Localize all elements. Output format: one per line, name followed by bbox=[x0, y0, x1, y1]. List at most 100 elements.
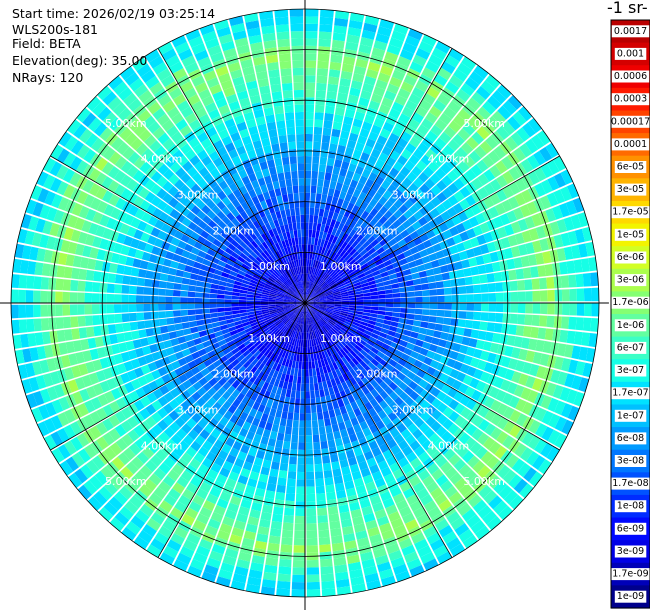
ppi-gate bbox=[270, 196, 278, 206]
ppi-gate bbox=[287, 134, 296, 143]
ppi-gate bbox=[251, 324, 260, 330]
ppi-gate bbox=[252, 140, 263, 150]
ppi-gate bbox=[379, 390, 389, 400]
ppi-gate bbox=[391, 367, 401, 377]
ppi-gate bbox=[296, 339, 300, 347]
ppi-gate bbox=[328, 150, 337, 159]
ppi-gate bbox=[338, 231, 345, 240]
ppi-gate bbox=[224, 307, 232, 312]
ppi-gate bbox=[161, 332, 171, 341]
ppi-gate bbox=[191, 267, 200, 275]
ppi-gate bbox=[184, 62, 199, 74]
ppi-gate bbox=[72, 255, 82, 268]
ppi-gate bbox=[537, 327, 547, 340]
ppi-gate bbox=[216, 210, 226, 220]
ppi-gate bbox=[266, 279, 275, 285]
ppi-gate bbox=[285, 493, 295, 502]
ppi-gate bbox=[282, 263, 289, 272]
ppi-gate bbox=[360, 551, 374, 562]
ppi-gate bbox=[534, 439, 547, 454]
ppi-gate bbox=[571, 345, 581, 360]
ppi-gate bbox=[143, 312, 152, 320]
ppi-gate bbox=[566, 183, 579, 199]
ppi-gate bbox=[310, 294, 318, 299]
ppi-gate bbox=[376, 351, 386, 359]
ppi-gate bbox=[267, 415, 275, 424]
ppi-gate bbox=[82, 179, 95, 193]
ppi-gate bbox=[379, 128, 391, 139]
ppi-gate bbox=[496, 431, 509, 445]
ppi-gate bbox=[297, 274, 301, 282]
ppi-gate bbox=[480, 350, 490, 361]
ppi-gate bbox=[212, 391, 222, 402]
ppi-gate bbox=[432, 353, 443, 362]
ppi-gate bbox=[326, 241, 332, 250]
ppi-gate bbox=[480, 312, 489, 322]
colorbar-tick-box bbox=[614, 455, 647, 467]
ppi-gate bbox=[283, 247, 289, 255]
ppi-gate bbox=[368, 172, 378, 182]
range-ring-label: 4.00km bbox=[141, 439, 183, 452]
ppi-gate bbox=[531, 278, 540, 290]
ppi-gate bbox=[400, 244, 410, 253]
ppi-gate bbox=[213, 346, 223, 355]
ppi-gate bbox=[107, 324, 117, 334]
ppi-gate bbox=[433, 330, 442, 339]
ppi-gate bbox=[356, 363, 364, 372]
ppi-gate bbox=[458, 483, 473, 497]
ppi-gate bbox=[477, 465, 491, 479]
ppi-gate bbox=[184, 149, 197, 161]
ppi-gate bbox=[328, 513, 340, 523]
ppi-gate bbox=[223, 372, 233, 381]
ppi-gate bbox=[377, 185, 387, 196]
ppi-gate bbox=[367, 155, 378, 165]
ppi-gate bbox=[517, 280, 526, 291]
ppi-gate bbox=[314, 285, 320, 292]
ppi-gate bbox=[503, 247, 514, 259]
ppi-gate bbox=[237, 343, 246, 351]
ppi-gate bbox=[361, 168, 371, 179]
ppi-gate bbox=[202, 292, 210, 298]
ppi-gate bbox=[365, 178, 375, 188]
ppi-gate bbox=[70, 229, 81, 243]
ppi-gate bbox=[43, 344, 54, 358]
ppi-gate bbox=[158, 311, 167, 319]
ppi-gate bbox=[296, 471, 305, 480]
ppi-gate bbox=[381, 179, 391, 190]
ppi-gate bbox=[241, 135, 252, 146]
ppi-gate bbox=[211, 543, 226, 555]
ppi-gate bbox=[279, 314, 287, 319]
ppi-gate bbox=[247, 478, 258, 488]
ppi-gate bbox=[275, 24, 290, 33]
ppi-gate bbox=[298, 170, 305, 179]
ppi-gate bbox=[216, 294, 225, 299]
ppi-gate bbox=[309, 290, 314, 297]
ppi-gate bbox=[287, 412, 294, 420]
ppi-gate bbox=[208, 417, 219, 428]
ppi-gate bbox=[310, 307, 317, 313]
ppi-gate bbox=[364, 343, 373, 351]
ppi-gate bbox=[157, 366, 168, 377]
ppi-gate bbox=[115, 197, 127, 210]
ppi-gate bbox=[298, 427, 305, 436]
ppi-gate bbox=[288, 148, 297, 157]
ppi-gate bbox=[456, 445, 469, 458]
ppi-gate bbox=[270, 344, 277, 353]
ppi-gate bbox=[401, 148, 413, 160]
ppi-gate bbox=[171, 35, 187, 48]
ppi-gate bbox=[511, 458, 525, 473]
ppi-gate bbox=[445, 157, 458, 170]
ppi-gate bbox=[399, 481, 412, 493]
colorbar-tick-label: 1e-07 bbox=[617, 410, 644, 421]
ppi-gate bbox=[63, 184, 76, 199]
ppi-gate bbox=[300, 383, 305, 392]
ppi-gate bbox=[387, 184, 397, 194]
ppi-gate bbox=[254, 386, 262, 395]
ppi-gate bbox=[282, 403, 289, 412]
ppi-gate bbox=[208, 261, 218, 269]
ppi-gate bbox=[241, 395, 250, 405]
ppi-gate bbox=[273, 506, 284, 515]
ppi-gate bbox=[173, 445, 185, 458]
ppi-gate bbox=[540, 442, 554, 458]
ppi-gate bbox=[411, 86, 425, 99]
